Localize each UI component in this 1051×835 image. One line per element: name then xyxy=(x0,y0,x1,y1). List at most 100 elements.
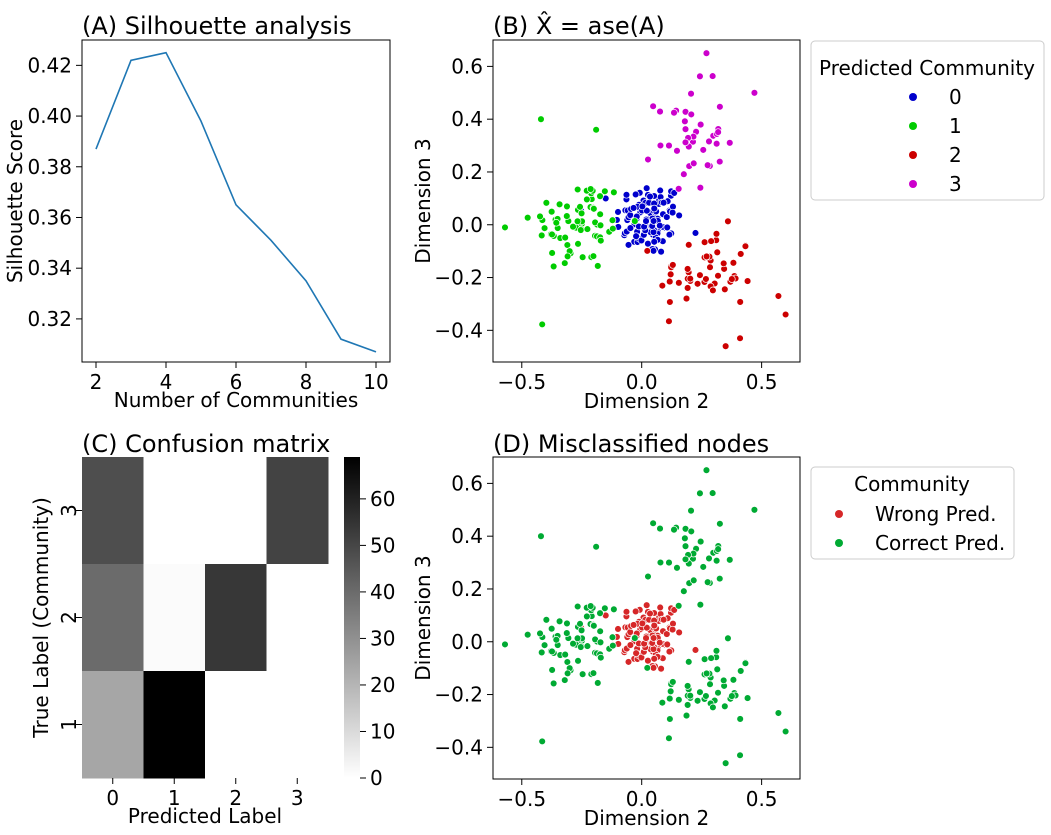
scatter-point xyxy=(683,701,692,709)
scatter-point xyxy=(624,658,633,666)
colorbar-tick-label: 20 xyxy=(370,673,395,697)
scatter-point xyxy=(702,252,711,261)
heatmap-cell xyxy=(205,457,267,565)
scatter-point xyxy=(728,692,736,700)
y-tick-label: 0.2 xyxy=(451,160,483,184)
heatmap-cell xyxy=(266,564,329,672)
scatter-point xyxy=(523,630,532,639)
scatter-point xyxy=(614,625,622,633)
scatter-point xyxy=(649,247,658,255)
axes-frame xyxy=(492,456,801,780)
scatter-point xyxy=(663,640,671,649)
scatter-point xyxy=(538,737,546,746)
scatter-point xyxy=(696,537,705,546)
scatter-point xyxy=(706,680,714,688)
scatter-point xyxy=(707,654,715,662)
scatter-point xyxy=(668,625,677,634)
scatter-point xyxy=(590,622,598,630)
legend-box xyxy=(810,40,1045,201)
scatter-point xyxy=(721,759,730,767)
scatter-point xyxy=(596,609,604,617)
scatter-point xyxy=(583,195,591,204)
x-axis-label: Predicted Label xyxy=(128,804,282,828)
scatter-point xyxy=(714,689,722,697)
y-tick-label: −0.2 xyxy=(434,266,483,290)
scatter-point xyxy=(563,669,572,678)
scatter-point xyxy=(657,247,665,256)
scatter-point xyxy=(650,655,658,663)
scatter-point xyxy=(577,209,586,218)
scatter-point xyxy=(712,139,721,148)
scatter-point xyxy=(673,147,681,155)
scatter-point xyxy=(538,320,546,329)
scatter-point xyxy=(596,221,605,230)
scatter-point xyxy=(644,572,652,581)
legend-title: Predicted Community xyxy=(819,56,1035,80)
scatter-point xyxy=(650,621,658,630)
panel-b-ase-scatter: (B) X̂ = ase(A) −0.5 0.0 0.5 −0.4 −0.2 0.0 0.2 0… xyxy=(411,12,1045,413)
scatter-point xyxy=(563,619,571,628)
scatter-point xyxy=(696,183,705,192)
colorbar-tick-label: 60 xyxy=(370,487,395,511)
scatter-point xyxy=(681,117,689,126)
scatter-point xyxy=(681,138,690,147)
scatter-point xyxy=(702,692,710,700)
scatter-point xyxy=(563,629,571,637)
scatter-point xyxy=(583,612,591,621)
scatter-point xyxy=(649,217,658,225)
scatter-point xyxy=(561,259,569,267)
scatter-point xyxy=(693,280,702,288)
legend-marker xyxy=(909,93,917,101)
scatter-point xyxy=(680,587,688,595)
scatter-point xyxy=(674,602,683,610)
scatter-point xyxy=(624,241,633,249)
scatter-point xyxy=(549,262,558,271)
scatter-point xyxy=(729,259,738,267)
heatmap-cell xyxy=(266,457,329,565)
scatter-point xyxy=(656,107,664,116)
scatter-point xyxy=(542,616,551,624)
scatter-point xyxy=(536,212,544,221)
scatter-point xyxy=(686,274,694,283)
scatter-point xyxy=(726,556,734,564)
scatter-point xyxy=(665,734,673,742)
scatter-point xyxy=(626,641,635,649)
axes-frame xyxy=(81,39,391,363)
scatter-point xyxy=(656,524,664,533)
scatter-point xyxy=(555,200,564,209)
axes-frame xyxy=(492,39,801,363)
panel-a-silhouette-chart: (A) Silhouette analysis 2 4 6 8 10 0.32 0.34 0.3… xyxy=(3,12,391,412)
scatter-point xyxy=(632,649,640,657)
scatter-point xyxy=(743,694,752,702)
scatter-point xyxy=(561,233,569,242)
scatter-point xyxy=(707,237,715,245)
scatter-point xyxy=(743,277,752,285)
heatmap-cell xyxy=(205,564,267,672)
scatter-point xyxy=(649,519,657,527)
heatmap-cell xyxy=(143,564,206,672)
scatter-point xyxy=(542,199,551,207)
x-tick-label: 3 xyxy=(291,786,304,810)
scatter-point xyxy=(578,670,587,678)
scatter-point xyxy=(610,605,618,614)
legend-marker xyxy=(909,151,917,159)
legend: Community Wrong Pred. Correct Pred. xyxy=(810,466,1015,560)
scatter-point xyxy=(574,657,582,665)
legend-label: Wrong Pred. xyxy=(875,502,996,526)
scatter-point xyxy=(597,236,605,245)
scatter-point xyxy=(563,252,572,261)
scatter-point xyxy=(674,185,683,193)
x-tick-label: 0.0 xyxy=(626,787,658,811)
colorbar-tick-label: 30 xyxy=(370,626,395,650)
x-tick-label: 2 xyxy=(229,786,242,810)
scatter-point xyxy=(589,252,598,260)
legend-label: 2 xyxy=(949,143,962,167)
scatter-point xyxy=(702,466,711,474)
scatter-point xyxy=(665,558,673,567)
scatter-point xyxy=(668,208,677,217)
panel-d-misclassified-scatter: (D) Misclassified nodes −0.5 0.0 0.5 −0.4 −0.… xyxy=(411,430,1015,830)
scatter-point xyxy=(540,224,549,232)
scatter-point xyxy=(656,603,664,612)
scatter-point xyxy=(736,250,745,258)
scatter-point xyxy=(715,157,724,166)
